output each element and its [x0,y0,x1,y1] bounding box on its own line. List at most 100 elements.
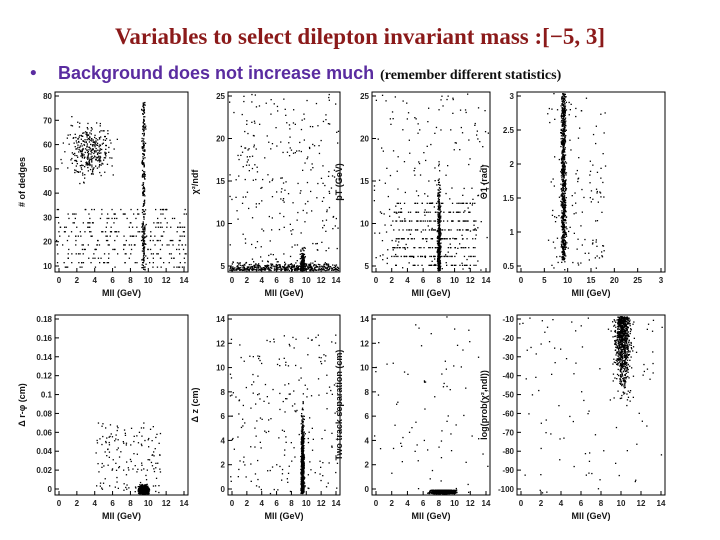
scatter-dot [123,213,125,215]
scatter-dot [585,97,588,99]
scatter-dot [143,126,145,129]
scatter-dot [402,247,404,249]
scatter-dot [437,258,440,260]
scatter-dot [280,177,282,179]
scatter-dot [468,211,470,213]
scatter-dot [102,423,104,425]
scatter-dot [437,235,439,237]
scatter-dot [439,232,441,234]
scatter-dot [243,268,245,271]
scatter-dot [577,137,580,139]
scatter-dot [108,244,110,246]
scatter-dot [177,226,179,228]
scatter-dot [301,256,304,258]
scatter-dot [469,264,471,266]
scatter-dot [568,101,570,104]
scatter-dot [142,104,145,107]
scatter-dot [436,229,438,232]
scatter-dot [438,241,440,243]
scatter-dot [564,211,566,213]
scatter-dot [291,269,293,272]
scatter-dot [90,158,92,160]
scatter-dot [580,262,582,264]
scatter-dot [302,253,304,255]
scatter-dot [97,463,99,465]
scatter-dot [142,490,144,492]
scatter-dot [381,147,383,149]
scatter-dot [438,200,440,202]
scatter-dot [160,213,162,215]
scatter-dot [248,270,250,272]
scatter-dot [143,493,145,495]
scatter-dot [163,262,165,264]
scatter-dot [563,212,565,215]
scatter-dot [143,231,145,233]
scatter-dot [86,156,89,158]
scatter-dot [142,192,145,194]
scatter-dot [99,438,101,440]
scatter-dot [114,217,116,220]
scatter-dot [86,139,88,141]
scatter-dot [291,405,294,407]
scatter-dot [252,356,254,358]
scatter-dot [454,255,456,258]
scatter-dot [438,249,440,251]
scatter-dot [94,143,96,145]
scatter-dot [176,231,178,233]
scatter-dot [563,229,565,231]
scatter-dot [161,208,163,211]
scatter-dot [116,449,118,451]
scatter-dot [562,121,564,123]
scatter-dot [243,100,245,103]
scatter-dot [472,229,474,231]
scatter-dot [257,264,259,266]
scatter-dot [333,268,336,271]
scatter-dot [398,241,400,243]
scatter-dot [87,154,89,157]
scatter-dot [561,96,563,98]
scatter-dot [289,255,292,258]
scatter-dot [60,158,62,161]
scatter-dot [382,150,384,152]
scatter-dot [562,130,564,132]
scatter-dot [142,147,144,150]
scatter-dot [80,138,82,140]
scatter-dot [560,131,563,134]
scatter-dot [303,118,306,120]
scatter-dot [87,162,89,164]
scatter-dot [104,139,107,141]
scatter-dot [96,142,99,144]
scatter-dot [563,161,565,163]
scatter-dot [438,266,441,268]
scatter-dot [441,202,443,204]
x-tick-label: 6 [110,276,115,285]
scatter-dot [406,118,408,120]
scatter-dot [282,182,285,184]
scatter-dot [125,486,127,489]
scatter-dot [562,143,564,145]
scatter-dot [282,267,284,269]
scatter-dot [80,160,82,162]
scatter-dot [90,153,92,155]
scatter-dot [308,266,311,268]
scatter-dot [562,195,564,198]
scatter-dot [139,492,141,494]
scatter-dot [259,398,261,400]
scatter-dot [304,162,306,164]
scatter-dot [81,248,84,251]
scatter-dot [401,220,403,222]
scatter-dot [429,211,431,213]
scatter-dot [247,269,249,271]
scatter-dot [561,217,564,219]
scatter-dot [243,95,245,97]
scatter-dot [247,266,250,268]
scatter-dot [397,202,399,204]
scatter-dot [583,196,585,199]
scatter-dot [301,422,303,424]
scatter-dot [73,137,75,139]
scatter-dot [173,257,175,259]
scatter-dot [143,171,145,173]
scatter-dot [90,143,92,146]
scatter-dot [373,189,376,191]
